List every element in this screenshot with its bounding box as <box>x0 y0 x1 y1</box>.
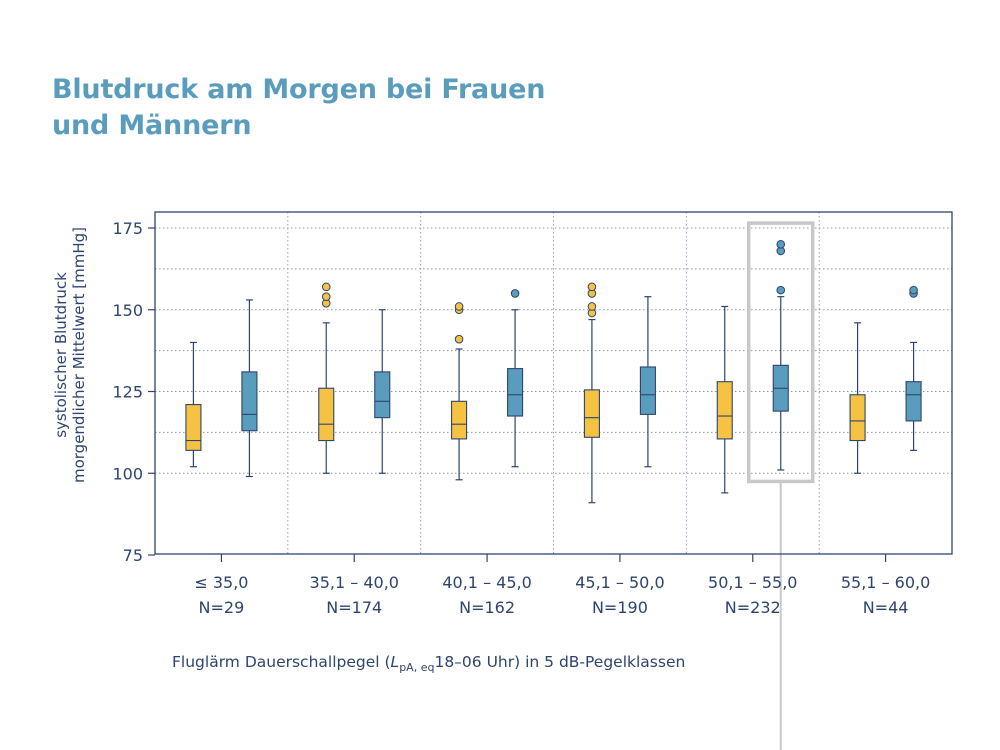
x-category-label: ≤ 35,0 <box>194 573 248 592</box>
x-category-label: 55,1 – 60,0 <box>841 573 930 592</box>
box-outlier <box>587 302 597 311</box>
y-tick-label: 75 <box>123 546 143 565</box>
plot-frame <box>154 211 953 555</box>
axis-ticks: 75 100 125 150 175 ≤ 35,0 N=29 35,1 – 40,0 N=174… <box>112 219 930 617</box>
x-category-n-label: N=190 <box>592 598 648 617</box>
x-axis-label-part1: Fluglärm Dauerschallpegel ( <box>172 653 391 671</box>
box-outlier <box>321 282 331 292</box>
box-body <box>583 389 600 438</box>
y-tick-label: 150 <box>112 301 143 320</box>
y-axis-label-line1: systolischer Blutdruck <box>52 272 70 438</box>
box-outlier <box>454 334 464 344</box>
x-category-label: 35,1 – 40,0 <box>310 573 399 592</box>
grid-lines <box>155 212 952 554</box>
box-body <box>241 371 258 432</box>
x-category-n-label: N=44 <box>863 598 909 617</box>
box-body <box>318 387 335 442</box>
box-outlier <box>776 240 786 249</box>
box-outlier <box>587 282 597 292</box>
x-category-n-label: N=29 <box>199 598 245 617</box>
x-category-label: 50,1 – 55,0 <box>708 573 797 592</box>
y-tick-label: 100 <box>112 464 143 483</box>
box-body <box>374 371 391 419</box>
box-body <box>716 381 733 440</box>
chart-title-line2: und Männern <box>52 110 252 141</box>
box-outlier <box>321 292 331 301</box>
x-axis-label-subscript: pA, eq <box>399 661 434 674</box>
y-tick-label: 175 <box>112 219 143 238</box>
box-body <box>639 366 656 415</box>
x-axis-label-symbol: L <box>391 653 400 671</box>
box-body <box>185 404 202 451</box>
x-axis-label: Fluglärm Dauerschallpegel (LpA, eq18–06 … <box>172 653 685 674</box>
box-body <box>507 368 524 417</box>
box-body <box>905 381 922 422</box>
box-outlier <box>776 285 786 295</box>
chart-title: Blutdruck am Morgen bei Frauen und Männe… <box>52 72 545 144</box>
highlight-group <box>747 221 815 750</box>
y-tick-label: 125 <box>112 383 143 402</box>
boxes <box>185 240 922 504</box>
box-outlier <box>909 285 918 295</box>
chart-title-line1: Blutdruck am Morgen bei Frauen <box>52 74 546 105</box>
x-axis-label-part2: 18–06 Uhr) in 5 dB-Pegelklassen <box>434 653 685 671</box>
box-body <box>451 400 468 440</box>
y-axis-label-line2: morgendlicher Mittelwert [mmHg] <box>70 227 88 483</box>
x-category-n-label: N=174 <box>326 598 382 617</box>
x-category-n-label: N=162 <box>459 598 515 617</box>
x-category-label: 45,1 – 50,0 <box>575 573 664 592</box>
box-body <box>849 394 866 442</box>
box-outlier <box>454 302 464 311</box>
x-category-n-label: N=232 <box>725 598 781 617</box>
box-outlier <box>510 289 520 298</box>
x-category-label: 40,1 – 45,0 <box>442 573 531 592</box>
